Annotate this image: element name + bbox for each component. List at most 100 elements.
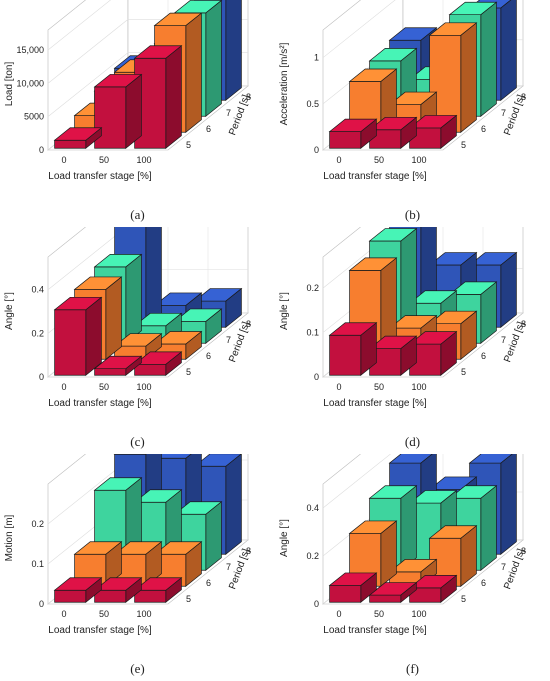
- x-axis-label: Load transfer stage [%]: [323, 625, 427, 636]
- y-axis-label: Angle [°]: [279, 519, 290, 557]
- bar-front: [329, 585, 362, 603]
- bar-top: [328, 572, 378, 586]
- y-tick-label: 0.4: [31, 285, 44, 295]
- x-tick-label: 50: [99, 155, 109, 165]
- bar-side: [205, 0, 222, 117]
- bar-side: [480, 485, 497, 571]
- bars: [328, 227, 518, 376]
- bar-top: [368, 228, 418, 242]
- bar-front: [94, 589, 127, 603]
- bar-top: [93, 74, 143, 88]
- y-tick-label: 10,000: [16, 78, 44, 88]
- bar-top: [53, 127, 103, 141]
- grid-line: [322, 0, 396, 58]
- bar-100-period-5: [133, 351, 183, 376]
- x-tick-label: 0: [61, 155, 66, 165]
- bar-100-period-6: [428, 525, 478, 587]
- chart-panel-a: 0 5000 10,000 15,000 0 50 100 5 6 7 8 Load transfer…: [0, 0, 275, 227]
- bar-side: [125, 73, 142, 149]
- bar-top: [388, 454, 433, 464]
- bar-0-period-5: [53, 127, 103, 149]
- period-tick-label: 6: [481, 351, 486, 361]
- x-tick-label: 50: [99, 609, 109, 619]
- bar-side: [500, 454, 517, 555]
- period-tick-label: 6: [206, 124, 211, 134]
- bar-top: [73, 541, 123, 555]
- bar-front: [94, 368, 127, 376]
- bar-top: [193, 288, 243, 302]
- period-tick-label: 7: [501, 108, 506, 118]
- bar-front: [54, 139, 87, 149]
- x-axis-label: Load transfer stage [%]: [48, 398, 152, 409]
- x-tick-label: 100: [136, 382, 151, 392]
- bar-top: [368, 582, 418, 596]
- bar-50-period-5: [93, 577, 143, 603]
- bar-top: [93, 477, 143, 491]
- period-tick-label: 6: [481, 124, 486, 134]
- bar-top: [368, 48, 418, 62]
- bar-50-period-5: [93, 73, 143, 149]
- bar-0-period-5: [328, 118, 378, 149]
- bar-side: [105, 276, 122, 360]
- x-tick-label: 100: [136, 155, 151, 165]
- x-axis-label: Load transfer stage [%]: [48, 171, 152, 182]
- y-tick-label: 0: [39, 599, 44, 609]
- period-tick-label: 8: [521, 92, 526, 102]
- bar-top: [133, 45, 183, 59]
- period-tick-label: 7: [501, 335, 506, 345]
- y-axis-label: Angle [°]: [4, 292, 15, 330]
- bar-top: [328, 322, 378, 336]
- bar-side: [500, 0, 517, 101]
- bar-0-period-5: [328, 572, 378, 603]
- bar-top: [348, 68, 398, 82]
- grid-line: [47, 227, 127, 290]
- bar-50-period-5: [368, 581, 418, 603]
- bar-top: [368, 335, 418, 349]
- bar-top: [468, 252, 518, 266]
- bar-top: [153, 331, 203, 345]
- x-tick-label: 50: [374, 155, 384, 165]
- bar-top: [133, 351, 183, 365]
- period-tick-label: 7: [226, 335, 231, 345]
- bar-side: [225, 0, 242, 101]
- bar-50-period-5: [368, 116, 418, 149]
- chart-f: 0 0.2 0.4 0 50 100 5 6 7 8 Load transfer stage [%]…: [279, 454, 527, 636]
- y-tick-label: 0.4: [306, 503, 319, 513]
- bar-front: [329, 131, 362, 149]
- tick-labels: 0 0.1 0.2 0 50 100 5 6 7 8: [306, 283, 526, 392]
- x-tick-label: 100: [411, 155, 426, 165]
- bar-side: [500, 251, 517, 328]
- bar-side: [400, 485, 417, 571]
- y-tick-label: 15,000: [16, 45, 44, 55]
- bar-top: [448, 1, 498, 16]
- chart-panel-d: 0 0.1 0.2 0 50 100 5 6 7 8 Load transfer stage [%]…: [275, 227, 550, 454]
- chart-panel-e: 0 0.1 0.2 0 50 100 5 6 7 8 Load transfer stage [%]…: [0, 454, 275, 681]
- bars: [328, 0, 517, 149]
- bars: [53, 0, 242, 149]
- caption-e: (e): [130, 661, 145, 676]
- bar-front: [54, 589, 87, 603]
- y-axis-label: Load [ton]: [4, 62, 15, 107]
- y-tick-label: 0.1: [306, 328, 319, 338]
- y-axis-label: Angle [°]: [279, 292, 290, 330]
- chart-b: 0 0.5 1 0 50 100 5 6 7 8 Load transfer stage [%] Ac…: [279, 0, 527, 182]
- bar-50-period-5: [93, 355, 143, 376]
- bar-side: [85, 296, 102, 376]
- bars: [53, 454, 242, 603]
- y-tick-label: 0: [314, 372, 319, 382]
- y-tick-label: 1: [314, 53, 319, 63]
- x-tick-label: 50: [99, 382, 109, 392]
- bar-side: [460, 22, 477, 133]
- bar-front: [94, 86, 127, 149]
- period-tick-label: 8: [246, 92, 251, 102]
- bar-top: [408, 575, 458, 589]
- chart-panel-b: 0 0.5 1 0 50 100 5 6 7 8 Load transfer stage [%] Ac…: [275, 0, 550, 227]
- bar-top: [428, 22, 478, 36]
- bar-0-period-5: [53, 577, 103, 603]
- bar-top: [93, 577, 143, 591]
- period-tick-label: 5: [461, 140, 466, 150]
- period-tick-label: 5: [461, 594, 466, 604]
- bar-top: [153, 541, 203, 555]
- caption-a: (a): [130, 207, 145, 222]
- bar-side: [165, 45, 182, 149]
